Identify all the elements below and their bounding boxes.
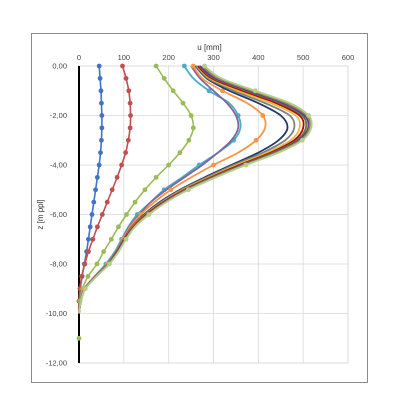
x-tick-label: 300: [207, 53, 220, 62]
data-point: [99, 113, 105, 118]
data-point: [107, 261, 112, 267]
data-point: [153, 174, 159, 180]
data-point: [181, 63, 187, 69]
data-point: [153, 63, 159, 69]
data-point: [99, 100, 104, 106]
data-point: [127, 100, 133, 106]
data-point: [124, 212, 129, 217]
data-point: [86, 236, 91, 242]
data-point: [253, 137, 259, 143]
data-point: [79, 273, 85, 279]
y-tick-label: 0,00: [52, 62, 67, 71]
data-point: [91, 199, 97, 205]
deflection-chart: 0 100 200 300 400 500 600 0,00 -2,00 -4,00 -6,00 -8…: [36, 43, 355, 368]
data-point: [99, 212, 105, 217]
data-point: [220, 88, 225, 94]
data-point: [186, 137, 192, 143]
data-point: [98, 150, 103, 156]
x-tick-label: 500: [297, 53, 310, 62]
axis-labels: u [mm] z [m ppl]: [36, 43, 222, 230]
data-point: [161, 75, 167, 81]
x-tick-label: 100: [118, 53, 131, 62]
data-point: [185, 187, 191, 193]
data-point: [101, 249, 107, 255]
data-point: [82, 261, 88, 267]
data-point: [116, 224, 121, 230]
data-point: [90, 236, 96, 242]
x-tick-label: 400: [252, 53, 265, 62]
data-point: [94, 174, 100, 180]
data-point: [123, 75, 129, 81]
series-6: [78, 63, 267, 314]
data-point: [94, 261, 100, 267]
x-tick-label: 200: [162, 53, 175, 62]
data-point: [109, 187, 115, 193]
data-point: [82, 286, 88, 292]
data-point: [99, 125, 105, 131]
data-point: [206, 88, 212, 94]
x-axis-title: u [mm]: [197, 43, 221, 52]
y-tick-label: -10,00: [46, 309, 67, 318]
data-point: [104, 199, 110, 205]
data-point: [127, 125, 133, 131]
data-point: [125, 137, 131, 143]
data-point: [188, 113, 194, 118]
data-point: [86, 249, 91, 255]
data-point: [299, 137, 305, 143]
data-point: [97, 75, 103, 81]
data-point: [177, 150, 183, 156]
y-tick-label: -12,00: [46, 359, 67, 368]
series-4: [78, 63, 242, 314]
series-group: [76, 63, 313, 341]
series-3: [76, 63, 196, 341]
data-point: [123, 150, 129, 156]
y-tick-label: -6,00: [50, 210, 67, 219]
data-point: [180, 100, 186, 106]
data-point: [190, 63, 196, 69]
data-point: [119, 162, 124, 168]
y-tick-label: -4,00: [50, 161, 67, 170]
data-point: [85, 273, 91, 279]
data-point: [243, 162, 249, 168]
series-2: [76, 63, 133, 314]
data-point: [76, 335, 82, 341]
data-point: [87, 224, 93, 230]
data-point: [126, 88, 132, 94]
chart-frame: 0 100 200 300 400 500 600 0,00 -2,00 -4,00 -6,00 -8…: [31, 33, 368, 383]
data-point: [142, 187, 148, 193]
data-point: [93, 187, 98, 193]
data-point: [132, 199, 138, 205]
x-tick-label: 600: [342, 53, 355, 62]
series-14: [78, 63, 313, 314]
data-point: [108, 236, 114, 242]
data-point: [170, 88, 176, 94]
data-point: [98, 88, 104, 94]
data-point: [190, 125, 196, 131]
data-point: [120, 63, 125, 69]
data-point: [89, 212, 95, 217]
y-tick-label: -2,00: [50, 111, 67, 120]
data-point: [166, 162, 172, 168]
data-point: [211, 162, 216, 168]
data-point: [96, 162, 102, 168]
data-point: [306, 113, 311, 118]
data-point: [123, 236, 129, 242]
data-point: [94, 224, 100, 230]
data-point: [202, 63, 207, 69]
grid: [78, 65, 349, 364]
y-axis-title: z [m ppl]: [36, 199, 45, 229]
data-point: [260, 113, 266, 118]
data-point: [252, 88, 258, 94]
x-tick-label: 0: [77, 53, 81, 62]
data-point: [168, 187, 174, 193]
data-point: [146, 212, 152, 217]
y-tick-label: -8,00: [50, 260, 67, 269]
data-point: [128, 113, 133, 118]
data-point: [99, 137, 104, 143]
data-point: [96, 63, 102, 69]
data-point: [114, 174, 120, 180]
